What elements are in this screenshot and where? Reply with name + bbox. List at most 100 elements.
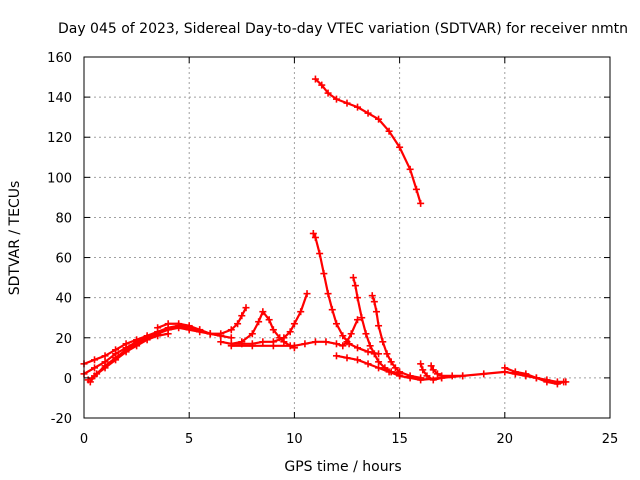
data-point bbox=[311, 234, 319, 241]
data-point bbox=[347, 330, 355, 338]
data-point bbox=[427, 362, 435, 370]
series-line bbox=[314, 77, 422, 205]
data-point bbox=[101, 352, 109, 360]
data-point bbox=[332, 352, 340, 360]
data-point bbox=[368, 292, 376, 300]
data-point bbox=[217, 330, 225, 338]
data-point bbox=[480, 370, 488, 378]
data-point bbox=[265, 316, 273, 324]
data-point bbox=[383, 350, 391, 358]
data-point bbox=[91, 364, 99, 372]
data-point bbox=[354, 316, 362, 324]
data-point bbox=[417, 360, 425, 368]
y-axis-label: SDTVAR / TECUs bbox=[7, 181, 23, 296]
series-track-k bbox=[368, 292, 425, 382]
data-point bbox=[375, 364, 383, 372]
data-point bbox=[91, 356, 99, 364]
data-point bbox=[217, 338, 225, 346]
series-track-p bbox=[501, 364, 568, 388]
data-point bbox=[448, 372, 456, 380]
data-point bbox=[301, 340, 309, 348]
data-point bbox=[560, 378, 568, 386]
data-point bbox=[438, 372, 446, 380]
x-tick-label: 5 bbox=[185, 432, 193, 447]
data-point bbox=[227, 342, 235, 350]
data-point bbox=[122, 346, 130, 354]
data-point bbox=[311, 75, 319, 83]
series-track-j bbox=[349, 274, 404, 378]
data-point bbox=[339, 342, 347, 350]
series-track-e bbox=[154, 304, 250, 338]
data-point bbox=[255, 318, 263, 326]
data-point bbox=[387, 358, 395, 366]
data-point bbox=[164, 330, 172, 338]
data-point bbox=[332, 340, 340, 348]
data-point bbox=[259, 338, 267, 346]
data-point bbox=[320, 270, 328, 278]
data-point bbox=[354, 103, 362, 111]
data-point bbox=[354, 344, 362, 352]
data-point bbox=[269, 326, 277, 334]
data-point bbox=[227, 326, 235, 334]
data-point bbox=[328, 306, 336, 314]
y-tick-label: 120 bbox=[47, 131, 72, 146]
grid bbox=[84, 57, 610, 418]
x-tick-label: 10 bbox=[286, 432, 303, 447]
data-point bbox=[375, 358, 383, 366]
axis-ticks: -20 0 20 40 60 80 100 120 140 160 0 5 10 15 20 25 bbox=[47, 51, 618, 447]
data-point bbox=[86, 378, 94, 386]
plot-frame bbox=[83, 56, 611, 419]
data-point bbox=[364, 109, 372, 117]
data-point bbox=[406, 165, 414, 173]
data-point bbox=[522, 370, 530, 378]
y-tick-label: 0 bbox=[64, 372, 72, 387]
series-track-n bbox=[427, 362, 467, 380]
series-track-d bbox=[86, 334, 151, 386]
data-point bbox=[349, 274, 357, 282]
y-tick-label: 80 bbox=[55, 211, 72, 226]
data-point bbox=[290, 320, 298, 328]
data-point bbox=[143, 334, 151, 342]
data-point bbox=[391, 364, 399, 372]
data-point bbox=[324, 290, 332, 298]
data-point bbox=[396, 143, 404, 151]
data-point bbox=[358, 314, 366, 322]
data-point bbox=[354, 294, 362, 302]
data-point bbox=[419, 366, 427, 374]
y-tick-label: 160 bbox=[47, 51, 72, 66]
data-point bbox=[343, 354, 351, 362]
data-point bbox=[332, 320, 340, 328]
x-tick-label: 0 bbox=[80, 432, 88, 447]
data-point bbox=[370, 350, 378, 358]
data-point bbox=[553, 380, 561, 388]
data-point bbox=[311, 338, 319, 346]
data-point bbox=[543, 378, 551, 386]
data-point bbox=[429, 366, 437, 374]
data-point bbox=[501, 364, 509, 372]
data-point bbox=[303, 290, 311, 298]
data-point bbox=[196, 326, 204, 334]
chart-title: Day 045 of 2023, Sidereal Day-to-day VTE… bbox=[58, 21, 628, 37]
data-point bbox=[227, 334, 235, 342]
x-tick-label: 20 bbox=[497, 432, 514, 447]
data-point bbox=[242, 304, 250, 312]
x-axis-label: GPS time / hours bbox=[284, 459, 401, 475]
data-point bbox=[362, 330, 370, 338]
data-point bbox=[297, 308, 305, 316]
data-point bbox=[101, 362, 109, 370]
data-point bbox=[269, 342, 277, 350]
data-point bbox=[339, 332, 347, 340]
x-tick-label: 15 bbox=[391, 432, 408, 447]
data-point bbox=[354, 356, 362, 364]
series-line bbox=[371, 294, 422, 379]
series-track-l bbox=[332, 352, 570, 386]
data-point bbox=[154, 324, 162, 332]
data-point bbox=[175, 320, 183, 328]
data-point bbox=[332, 95, 340, 103]
plot-area bbox=[80, 75, 570, 388]
data-point bbox=[318, 81, 326, 89]
data-point bbox=[316, 250, 324, 258]
y-tick-label: 20 bbox=[55, 332, 72, 347]
data-point bbox=[259, 308, 267, 316]
